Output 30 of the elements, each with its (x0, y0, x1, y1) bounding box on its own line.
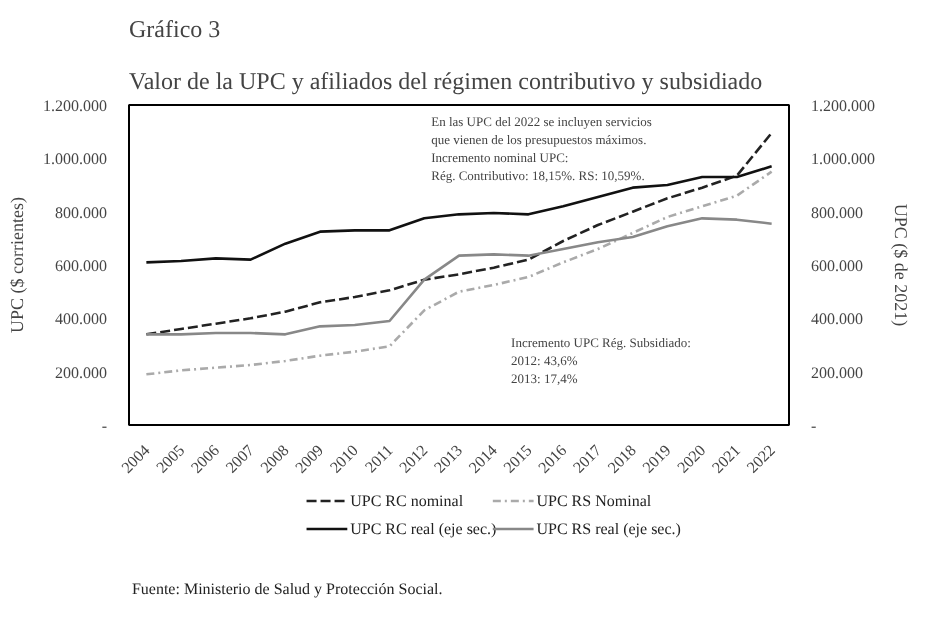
line-series (145, 131, 773, 336)
x-tick-label: 2011 (361, 441, 397, 477)
y2-tick-label: - (811, 417, 817, 435)
line-series (145, 170, 773, 376)
legend-label: UPC RC nominal (350, 492, 465, 510)
y-tick-label: 400.000 (55, 310, 107, 329)
y-tick-label: - (101, 417, 108, 435)
y-tick-label: 1.200.000 (43, 97, 107, 115)
y2-tick-label: 1.200.000 (811, 97, 875, 115)
x-tick-label: 2013 (430, 441, 467, 477)
chart-title: Gráfico 3 (129, 15, 221, 43)
y-axis-title: UPC ($ corrientes) (7, 197, 27, 333)
line-series (145, 165, 773, 264)
y-tick-label: 800.000 (55, 203, 107, 222)
y2-tick-label: 200.000 (811, 363, 863, 382)
y-tick-label: 1.000.000 (43, 150, 107, 169)
y2-tick-label: 600.000 (811, 257, 863, 275)
legend-label: UPC RC real (eje sec.) (350, 520, 498, 538)
source-note: Fuente: Ministerio de Salud y Protección Social. (131, 580, 443, 598)
y2-tick-label: 1.000.000 (811, 150, 875, 169)
y-tick-label: 200.000 (55, 363, 107, 382)
y2-axis-title: UPC ($ de 2021) (891, 203, 911, 327)
y-tick-label: 600.000 (55, 257, 107, 275)
chart-subtitle: Valor de la UPC y afiliados del régimen contributivo y subsidiado (129, 67, 763, 95)
x-tick-label: 2021 (708, 441, 744, 477)
legend-label: UPC RS Nominal (536, 492, 653, 510)
line-series (145, 217, 773, 336)
legend-label: UPC RS real (eje sec.) (536, 520, 682, 538)
y2-tick-label: 400.000 (811, 310, 863, 329)
y2-tick-label: 800.000 (811, 203, 863, 222)
